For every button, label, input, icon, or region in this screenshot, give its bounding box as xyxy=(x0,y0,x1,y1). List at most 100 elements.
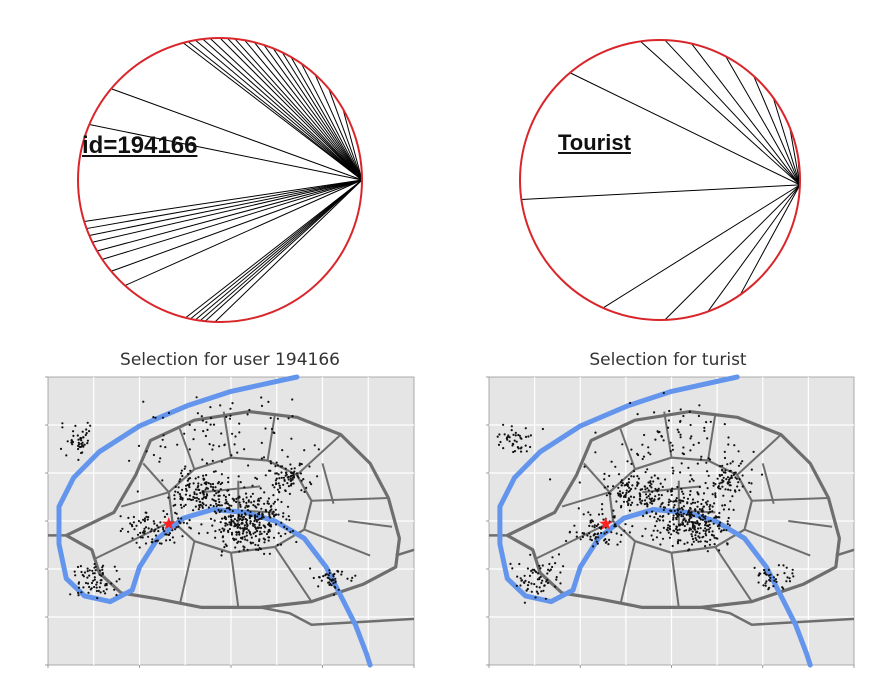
tourist-photo-point xyxy=(685,513,688,517)
user-chord xyxy=(199,179,363,321)
user-photo-point xyxy=(285,527,288,531)
tourist-photo-point xyxy=(706,503,709,506)
tourist-photo-point xyxy=(664,478,667,481)
tourist-photo-point xyxy=(523,574,526,577)
tourist-photo-point xyxy=(722,529,726,532)
user-photo-point xyxy=(265,532,269,536)
tourist-photo-point xyxy=(660,434,663,438)
tourist-photo-point xyxy=(718,549,721,552)
user-photo-point xyxy=(264,526,267,529)
user-photo-point xyxy=(267,539,270,542)
tourist-photo-point xyxy=(726,520,729,523)
user-photo-point xyxy=(263,502,266,505)
user-photo-point xyxy=(94,565,97,568)
tourist-photo-point xyxy=(496,435,499,438)
tourist-photo-point xyxy=(530,569,533,573)
tourist-photo-point xyxy=(603,532,606,535)
user-photo-point xyxy=(272,510,275,513)
user-photo-point xyxy=(180,472,183,475)
tourist-photo-point xyxy=(667,419,671,422)
user-photo-point xyxy=(127,516,130,520)
tourist-photo-point xyxy=(700,455,703,458)
tourist-photo-point xyxy=(748,481,751,484)
user-photo-point xyxy=(336,570,339,573)
user-photo-point xyxy=(192,509,195,512)
user-photo-point xyxy=(277,532,280,535)
user-photo-point xyxy=(278,477,281,480)
user-photo-point xyxy=(178,480,181,483)
tourist-photo-point xyxy=(704,515,707,518)
user-photo-point xyxy=(309,567,312,570)
tourist-district-border xyxy=(788,520,833,528)
tourist-photo-point xyxy=(654,524,657,528)
user-photo-point xyxy=(85,432,88,435)
tourist-photo-points xyxy=(496,391,795,604)
tourist-photo-point xyxy=(679,499,682,502)
tourist-photo-point xyxy=(691,526,694,529)
tourist-photo-point xyxy=(631,484,634,487)
tourist-photo-point xyxy=(788,580,792,583)
user-chord xyxy=(342,108,363,181)
user-photo-point xyxy=(282,483,285,486)
tourist-photo-point xyxy=(649,515,652,518)
tourist-photo-point xyxy=(702,505,705,508)
user-photo-point xyxy=(202,474,205,477)
user-photo-point xyxy=(228,504,231,507)
user-photo-point xyxy=(245,496,248,499)
tourist-photo-point xyxy=(673,500,676,503)
user-photo-point xyxy=(317,585,320,588)
user-photo-point xyxy=(239,536,243,540)
user-photo-point xyxy=(219,483,222,486)
tourist-photo-point xyxy=(636,503,639,506)
user-photo-point xyxy=(245,501,248,504)
tourist-photo-point xyxy=(726,481,729,485)
user-photo-point xyxy=(258,523,261,527)
user-photo-point xyxy=(220,530,223,534)
tourist-photo-point xyxy=(627,477,631,481)
user-photo-point xyxy=(227,515,230,518)
tourist-photo-point xyxy=(692,479,695,482)
tourist-photo-point xyxy=(678,528,681,531)
tourist-photo-point xyxy=(592,545,595,548)
tourist-photo-point xyxy=(608,538,611,542)
user-chord xyxy=(272,48,363,181)
tourist-photo-point xyxy=(660,494,663,497)
user-photo-point xyxy=(227,476,230,479)
tourist-photo-point xyxy=(713,516,716,519)
tourist-photo-point xyxy=(688,493,692,496)
user-photo-point xyxy=(147,527,150,530)
user-photo-point xyxy=(175,526,178,529)
user-photo-point xyxy=(328,572,331,575)
user-photo-point xyxy=(193,491,196,494)
user-photo-point xyxy=(213,494,216,497)
user-photo-point xyxy=(230,504,233,507)
user-photo-point xyxy=(229,407,232,410)
tourist-photo-point xyxy=(516,575,519,578)
user-photo-point xyxy=(223,517,226,520)
user-photo-point xyxy=(239,505,242,508)
tourist-photo-point xyxy=(662,439,665,442)
user-photo-point xyxy=(334,577,337,580)
tourist-photo-point xyxy=(641,457,644,461)
tourist-photo-point xyxy=(691,501,695,504)
user-photo-point xyxy=(173,497,176,500)
user-photo-point xyxy=(254,476,257,479)
tourist-photo-point xyxy=(683,542,686,546)
user-photo-point xyxy=(154,416,157,419)
tourist-photo-point xyxy=(581,532,584,535)
tourist-photo-point xyxy=(703,429,706,432)
user-photo-point xyxy=(102,590,105,593)
user-photo-point xyxy=(245,534,248,537)
user-photo-point xyxy=(137,519,140,523)
user-photo-point xyxy=(218,500,221,504)
user-photo-point xyxy=(230,454,233,457)
user-photo-point xyxy=(143,527,146,530)
tourist-photo-point xyxy=(719,487,722,490)
tourist-photo-point xyxy=(708,543,712,546)
tourist-photo-point xyxy=(719,530,723,533)
tourist-chord xyxy=(725,56,801,186)
tourist-photo-point xyxy=(711,505,714,508)
user-photo-point xyxy=(119,529,122,533)
user-chord xyxy=(253,41,363,181)
tourist-photo-point xyxy=(643,433,646,437)
